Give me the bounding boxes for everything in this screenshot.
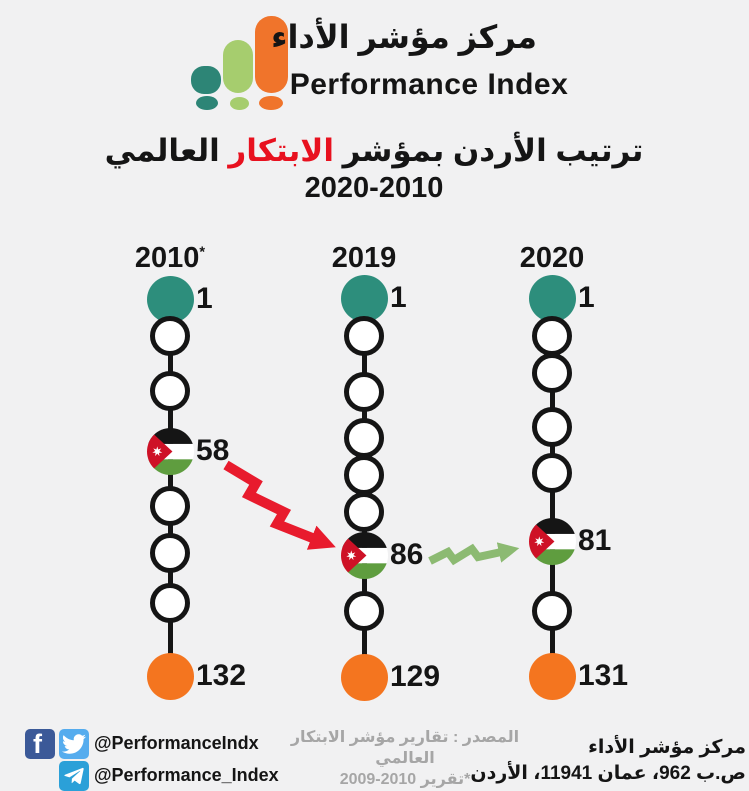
source-line2: *تقرير 2010-2009 (339, 771, 471, 788)
last-rank-node (528, 652, 576, 700)
rank-step-node (150, 371, 190, 411)
title-pre: ترتيب الأردن بمؤشر (342, 133, 644, 168)
rank-step-node (344, 316, 384, 356)
rank-step-node (344, 591, 384, 631)
last-rank-node (146, 652, 194, 700)
logo-dot-orange (259, 96, 283, 110)
logo-dot-green (230, 97, 249, 110)
rank-step-node (532, 453, 572, 493)
rank-label: 1 (196, 282, 213, 315)
logo-bar-teal (191, 66, 221, 94)
title-highlight: الابتكار (228, 133, 334, 168)
twitter-icon[interactable] (59, 729, 89, 759)
rank-label: 81 (578, 524, 612, 557)
source-line1: المصدر : تقارير مؤشر الابتكار العالمي (290, 729, 520, 767)
rank-step-node (532, 316, 572, 356)
logo-bar-orange (255, 16, 288, 93)
facebook-icon[interactable]: f (25, 729, 55, 759)
logo-bar-green (223, 40, 253, 93)
page-title: ترتيب الأردن بمؤشر الابتكار العالمي (105, 133, 644, 169)
jordan-flag-node (146, 427, 194, 475)
rank-step-node (344, 455, 384, 495)
rank-step-node (150, 583, 190, 623)
rank-step-node (344, 372, 384, 412)
rank-label: 58 (196, 434, 230, 467)
rank-step-node (150, 316, 190, 356)
rank-label: 1 (578, 281, 595, 314)
rank-step-node (532, 407, 572, 447)
rank-step-node (532, 353, 572, 393)
column-year-label: 2019 (331, 242, 397, 274)
rank-step-node (150, 533, 190, 573)
brand-name-arabic: مركز مؤشر الأداء (271, 19, 537, 55)
jordan-flag-node (528, 517, 576, 565)
jordan-flag-node (340, 531, 388, 579)
social-handle-telegram[interactable]: @Performance_Index (94, 765, 279, 785)
social-handle-main[interactable]: @PerformanceIndx (94, 733, 259, 753)
telegram-icon[interactable] (59, 761, 89, 791)
rank-step-node (150, 486, 190, 526)
rank-label: 86 (390, 538, 424, 571)
title-post: العالمي (104, 133, 220, 168)
column-year-label: 2020 (519, 242, 585, 274)
brand-name-english: Performance Index (289, 68, 569, 101)
logo-dot-teal (196, 96, 218, 110)
org-address: ص.ب 962، عمان 11941، الأردن (470, 763, 746, 784)
rank-label: 129 (390, 660, 441, 693)
rank-1-node (340, 274, 388, 322)
column-year-label: 2010* (134, 242, 206, 274)
rank-label: 131 (578, 659, 629, 692)
source-note: المصدر : تقارير مؤشر الابتكار العالمي *ت… (280, 727, 530, 790)
org-name: مركز مؤشر الأداء (588, 737, 746, 758)
org-info: مركز مؤشر الأداء ص.ب 962، عمان 11941، ال… (470, 735, 746, 787)
rank-step-node (344, 418, 384, 458)
rank-label: 1 (390, 281, 407, 314)
last-rank-node (340, 653, 388, 701)
rank-label: 132 (196, 659, 247, 692)
title-years: 2020-2010 (304, 172, 444, 204)
rank-1-node (146, 275, 194, 323)
rank-1-node (528, 274, 576, 322)
rank-step-node (344, 492, 384, 532)
rank-step-node (532, 591, 572, 631)
